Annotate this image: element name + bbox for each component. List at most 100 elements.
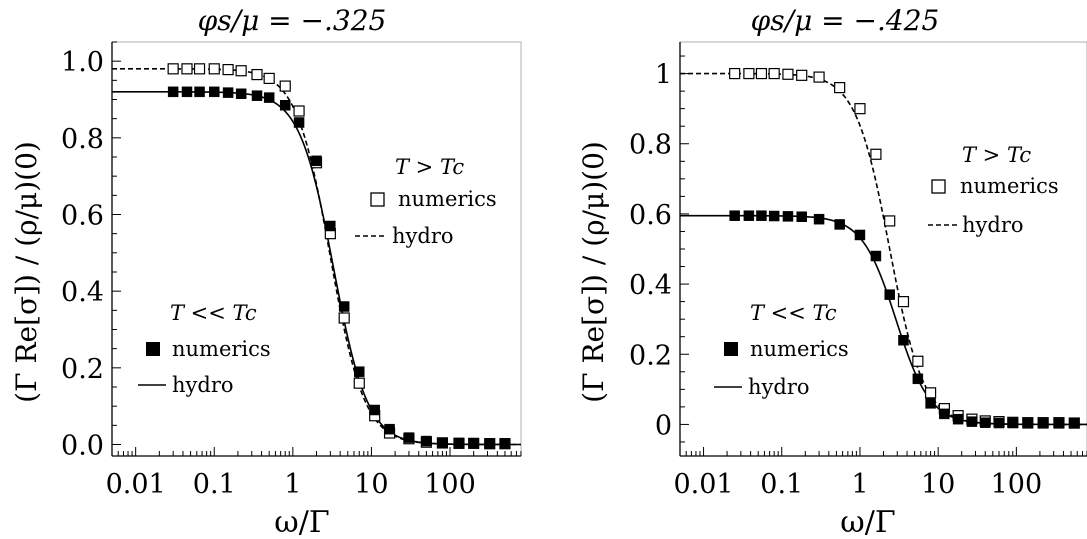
left-y-tick-label: 1.0 [61,47,104,78]
left-numerics-cold-point [453,437,465,449]
right-y-tick-label: 1 [655,60,672,91]
left-hydro-hot-line [112,68,521,446]
right-legend-hot-hydro-label: hydro [962,213,1024,237]
right-numerics-cold-point [743,210,755,221]
right-legend-cold-hydro-label: hydro [748,375,810,399]
right-legend-cold-numerics-marker [724,342,738,356]
right-hydro-cold-line [680,214,1087,426]
left-y-tick-label: 0.4 [61,277,104,308]
left-legend-hot-hydro-label: hydro [392,224,454,248]
left-legend-cold-header: T << Tc [170,301,257,325]
left-numerics-cold-point [293,117,305,128]
right-legend-cold-numerics-label: numerics [750,337,849,361]
left-numerics-cold-point [222,87,234,98]
right-numerics-cold-point [925,398,936,409]
right-legend-hot: T > Tc numerics hydro [928,143,1059,237]
right-plot-frame [679,41,1087,457]
right-numerics-hot-point [755,67,768,80]
right-numerics-cold-point [796,211,807,222]
left-numerics-hot-point [235,65,247,77]
right-numerics-cold-point [1007,417,1019,429]
right-numerics-cold-point [834,219,845,230]
right-legend-cold-header: T << Tc [750,301,837,325]
left-y-tick-label: 0.0 [61,431,104,462]
left-y-axis-label: (Γ Re[σ]) / (ρ/μ)(0) [10,141,43,403]
left-x-tick-label: 1 [284,469,301,500]
left-numerics-cold-point [167,86,179,98]
right-numerics-hot-point [924,387,937,399]
right-numerics-hot-point [854,103,866,115]
left-numerics-cold-point [437,437,448,448]
left-x-axis-label: ω/Γ [274,505,329,539]
right-x-tick-label: 10 [921,469,955,500]
right-numerics-hot-point [834,82,846,94]
right-numerics-cold-point [782,211,794,222]
left-legend-hot: T > Tc numerics hydro [355,155,497,248]
left-numerics-cold-point [338,301,350,312]
left-numerics-hot-point [251,68,263,81]
left-numerics-hot-point [263,72,275,85]
left-x-tick-label: 10 [354,469,388,500]
right-numerics-cold-point [854,229,866,241]
left-numerics-cold-point [263,92,275,103]
left-numerics-hot-point [279,80,291,92]
right-numerics-cold-point [1037,418,1049,429]
right-numerics-hot-point [912,355,924,367]
right-numerics-cold-point [884,289,895,300]
right-numerics-cold-point [952,413,964,425]
left-numerics-hot-point [353,377,365,389]
right-y-tick-label: 0.6 [629,200,672,231]
right-y-tick-label: 0.4 [629,270,672,301]
left-y-tick-label: 0.8 [61,124,104,155]
left-hydro-cold-line [112,91,521,446]
left-legend-hot-header: T > Tc [395,155,464,179]
right-numerics-hot-point [743,67,755,80]
left-legend-cold-numerics-label: numerics [172,337,271,361]
right-legend-hot-numerics-marker [931,179,946,194]
right-legend-cold: T << Tc numerics hydro [714,301,849,399]
right-numerics-hot-point [782,68,794,80]
right-y-tick-label: 0.8 [629,130,672,161]
right-x-tick-label: 0.1 [760,469,803,500]
left-numerics-cold-point [499,438,511,449]
left-x-tick-label: 100 [424,469,476,500]
right-numerics-hot-point [796,69,808,81]
right-numerics-hot-point [768,67,780,80]
right-numerics-cold-point [768,210,780,222]
right-x-axis-label: ω/Γ [840,505,895,539]
left-numerics-cold-point [209,86,220,98]
left-numerics-cold-point [468,438,479,449]
left-numerics-hot-point [181,63,193,75]
left-x-tick-label: 0.01 [106,469,166,500]
right-numerics-cold-point [993,417,1005,429]
right-x-tick-label: 1 [851,469,868,500]
left-legend-hot-numerics-marker [370,192,385,207]
left-numerics-cold-point [235,88,247,99]
left-legend-cold-hydro-label: hydro [172,373,234,397]
right-numerics-cold-point [813,213,825,225]
right-numerics-cold-point [912,373,924,385]
right-x-tick-label: 0.01 [673,469,733,500]
right-numerics-cold-point [1022,418,1034,429]
right-numerics-cold-point [1069,418,1080,429]
right-numerics-hot-point [897,296,910,308]
left-numerics-hot-point [293,105,305,117]
right-y-axis-label: (Γ Re[σ]) / (ρ/μ)(0) [577,141,610,403]
left-legend-cold-numerics-marker [146,342,160,356]
left-legend-hot-numerics-label: numerics [398,187,497,211]
right-numerics-cold-point [1053,418,1065,429]
left-numerics-cold-point [194,86,205,98]
left-numerics-cold-point [181,86,193,98]
left-numerics-hot-point [338,312,350,324]
left-numerics-cold-point [369,404,380,416]
right-numerics-cold-point [980,417,991,428]
right-legend-hot-numerics-label: numerics [960,174,1059,198]
right-panel-title: φs/μ = −.425 [751,4,940,37]
left-numerics-hot-point [208,63,220,75]
left-numerics-cold-point [421,435,432,447]
right-numerics-cold-point [756,210,767,221]
right-numerics-cold-point [870,250,882,262]
left-numerics-cold-point [251,90,263,101]
left-y-tick-label: 0.2 [61,354,104,385]
left-panel-title: φs/μ = −.325 [198,4,387,37]
